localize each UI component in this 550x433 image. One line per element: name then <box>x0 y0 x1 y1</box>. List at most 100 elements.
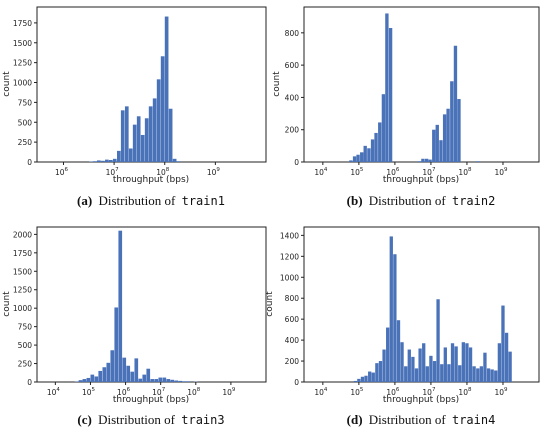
ylabel-d: count <box>265 291 275 317</box>
panel-c: 0 250 500 750 1000 1250 1500 1750 2000 104 105 106 1… <box>2 226 267 427</box>
bar-d-7 <box>378 361 383 382</box>
bar-b-2 <box>356 154 360 162</box>
bar-c-23 <box>166 379 171 382</box>
bar-d-11 <box>393 254 397 382</box>
bar-b-9 <box>381 94 386 162</box>
bar-d-34 <box>476 368 480 382</box>
bar-a-17 <box>156 79 161 162</box>
ytick-label-d-5: 1000 <box>280 273 299 282</box>
ytick-label-a-4: 1000 <box>13 79 32 88</box>
bar-b-13 <box>421 158 425 162</box>
xtick-label-b-1: 105 <box>350 167 364 177</box>
bar-d-15 <box>407 349 411 382</box>
bar-d-25 <box>443 347 447 382</box>
bar-d-42 <box>504 332 509 382</box>
bar-a-22 <box>176 161 181 162</box>
ytick-label-c-7: 1750 <box>13 249 32 258</box>
bar-d-19 <box>422 343 426 382</box>
xlabel-c: throughput (bps) <box>113 395 189 405</box>
bar-c-27 <box>182 381 187 382</box>
xtick-label-b-5: 109 <box>494 167 508 177</box>
bar-d-22 <box>432 361 437 382</box>
ytick-label-d-4: 800 <box>285 294 300 303</box>
caption-code-c: train3 <box>181 413 224 427</box>
bar-c-7 <box>102 367 107 382</box>
bar-b-12 <box>417 161 422 162</box>
bar-d-6 <box>375 363 379 382</box>
bar-b-1 <box>352 156 357 162</box>
xtick-label-b-2: 106 <box>386 167 400 177</box>
xlabel-b: throughput (bps) <box>383 175 459 185</box>
plot-frame-c <box>36 226 267 383</box>
bar-a-12 <box>136 116 141 162</box>
bar-c-21 <box>158 377 163 382</box>
ytick-label-c-1: 250 <box>18 360 33 369</box>
bar-a-21 <box>172 158 177 162</box>
bar-d-18 <box>418 348 422 382</box>
caption-label-a: (a) <box>77 193 92 208</box>
ytick-label-b-2: 400 <box>285 93 300 102</box>
bar-d-1 <box>357 378 361 382</box>
bar-c-17 <box>142 374 147 382</box>
caption-c: (c) Distribution of train3 <box>77 412 224 427</box>
bar-a-6 <box>112 158 117 162</box>
ylabel-a: count <box>2 71 12 97</box>
bar-d-30 <box>461 342 465 382</box>
bar-d-23 <box>436 299 440 382</box>
ytick-label-d-6: 1200 <box>280 252 299 261</box>
bar-a-1 <box>93 161 97 162</box>
bar-b-19 <box>442 114 447 162</box>
bar-d-0 <box>353 380 358 382</box>
bar-c-12 <box>122 357 127 382</box>
ylabel-b: count <box>272 71 282 97</box>
bar-b-22 <box>453 45 458 162</box>
plot-frame-b <box>303 6 540 163</box>
bar-c-2 <box>82 379 87 382</box>
bar-a-11 <box>132 124 137 162</box>
bar-b-0 <box>349 160 353 162</box>
panel-d: 0 200 400 600 800 1000 1200 1400 104 105 106 107 108… <box>265 226 540 427</box>
caption-code-b: train2 <box>452 194 495 208</box>
bar-d-9 <box>386 327 390 382</box>
xlabel-a: throughput (bps) <box>113 175 189 185</box>
bar-d-17 <box>414 368 419 382</box>
caption-label-d: (d) <box>347 412 363 427</box>
bar-c-13 <box>126 365 131 382</box>
bar-b-17 <box>435 124 439 162</box>
bar-d-40 <box>497 343 502 382</box>
bar-b-10 <box>385 13 389 162</box>
bar-d-33 <box>472 366 476 382</box>
xtick-label-d-0: 104 <box>314 387 328 397</box>
bar-d-24 <box>440 364 444 382</box>
bar-d-10 <box>389 236 393 382</box>
bar-b-18 <box>439 140 443 162</box>
bar-c-22 <box>162 377 167 382</box>
xtick-label-d-3: 107 <box>422 387 436 397</box>
ytick-label-a-7: 1750 <box>13 19 32 28</box>
ytick-label-a-3: 750 <box>18 98 33 107</box>
xtick-label-d-1: 105 <box>350 387 364 397</box>
ytick-label-c-5: 1250 <box>13 286 32 295</box>
ytick-label-a-2: 500 <box>18 118 33 127</box>
histogram-c: 0 250 500 750 1000 1250 1500 1750 2000 104 105 106 1… <box>13 230 236 397</box>
xtick-label-b-4: 108 <box>458 167 472 177</box>
xtick-label-c-3: 107 <box>152 387 166 397</box>
ytick-label-a-5: 1250 <box>13 59 32 68</box>
bar-a-15 <box>148 106 153 162</box>
bar-d-28 <box>454 346 458 382</box>
histogram-b: 0 200 400 600 800 104 105 106 107 108 109 <box>285 13 508 177</box>
bar-c-20 <box>154 379 159 382</box>
bar-d-4 <box>368 371 372 382</box>
bar-d-27 <box>450 343 455 382</box>
bar-a-5 <box>108 160 113 162</box>
xtick-label-b-3: 107 <box>422 167 436 177</box>
bar-a-2 <box>97 160 101 162</box>
xlabel-d: throughput (bps) <box>383 395 459 405</box>
ytick-label-d-2: 400 <box>285 336 300 345</box>
bar-d-26 <box>447 364 451 382</box>
ytick-label-c-3: 750 <box>18 323 33 332</box>
caption-label-b: (b) <box>347 193 363 208</box>
ytick-label-d-1: 200 <box>285 357 300 366</box>
bar-b-4 <box>363 145 367 162</box>
